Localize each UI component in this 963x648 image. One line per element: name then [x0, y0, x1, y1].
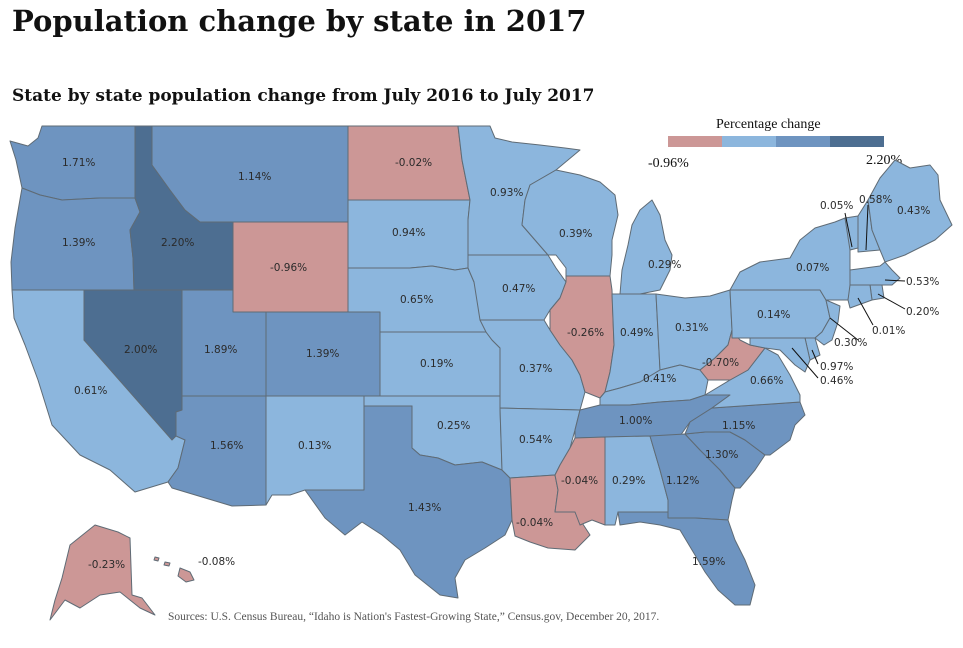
callout-nj — [829, 317, 859, 341]
label-me: 0.43% — [897, 205, 930, 217]
state-new-jersey[interactable] — [814, 299, 841, 346]
label-nc: 1.15% — [722, 420, 755, 432]
callout-de — [811, 349, 819, 365]
label-co: 1.39% — [306, 348, 339, 360]
label-ok: 0.25% — [437, 420, 470, 432]
legend-bin-negative — [668, 136, 722, 147]
label-wv: -0.70% — [702, 357, 739, 369]
label-ga: 1.12% — [666, 475, 699, 487]
state-texas[interactable] — [304, 405, 513, 599]
label-sd: 0.94% — [392, 227, 425, 239]
callout-vt — [844, 212, 853, 248]
label-nd: -0.02% — [395, 157, 432, 169]
label-ut: 1.89% — [204, 344, 237, 356]
label-ne: 0.65% — [400, 294, 433, 306]
label-de: 0.97% — [820, 361, 853, 373]
callout-lines — [791, 204, 906, 379]
state-north-carolina[interactable] — [684, 401, 806, 456]
label-id: 2.20% — [161, 237, 194, 249]
state-labels: 1.71% 1.39% 0.61% 2.20% 2.00% 1.14% -0.9… — [62, 157, 939, 571]
states — [9, 125, 953, 621]
label-nm: 0.13% — [298, 440, 331, 452]
label-tn: 1.00% — [619, 415, 652, 427]
label-in: 0.49% — [620, 327, 653, 339]
label-mi: 0.29% — [648, 259, 681, 271]
callout-nh — [865, 204, 869, 251]
label-ct: 0.01% — [872, 325, 905, 337]
label-sc: 1.30% — [705, 449, 738, 461]
label-nh: 0.58% — [859, 194, 892, 206]
state-michigan[interactable] — [619, 199, 673, 295]
callout-ma — [884, 279, 906, 282]
label-il: -0.26% — [567, 327, 604, 339]
callout-ct — [857, 297, 874, 326]
label-ak: -0.23% — [88, 559, 125, 571]
legend-bin-high — [830, 136, 884, 147]
label-ca: 0.61% — [74, 385, 107, 397]
chart-title: Population change by state in 2017 — [12, 4, 587, 38]
label-tx: 1.43% — [408, 502, 441, 514]
label-ia: 0.47% — [502, 283, 535, 295]
callout-md — [791, 347, 819, 379]
label-hi: -0.08% — [198, 556, 235, 568]
label-mt: 1.14% — [238, 171, 271, 183]
label-pa: 0.14% — [757, 309, 790, 321]
state-connecticut[interactable] — [847, 284, 873, 309]
label-ma: 0.53% — [906, 276, 939, 288]
label-al: 0.29% — [612, 475, 645, 487]
label-ar: 0.54% — [519, 434, 552, 446]
label-fl: 1.59% — [692, 556, 725, 568]
state-massachusetts[interactable] — [849, 261, 901, 286]
label-va: 0.66% — [750, 375, 783, 387]
label-mo: 0.37% — [519, 363, 552, 375]
state-new-york[interactable] — [729, 217, 851, 301]
legend-bin-low — [722, 136, 776, 147]
source-note: Sources: U.S. Census Bureau, “Idaho is N… — [168, 611, 660, 623]
state-florida[interactable] — [617, 511, 756, 606]
label-la: -0.04% — [516, 517, 553, 529]
legend: Percentage change -0.96% 2.20% — [648, 117, 903, 171]
label-ky: 0.41% — [643, 373, 676, 385]
state-hawaii[interactable] — [153, 556, 195, 583]
state-maine[interactable] — [867, 159, 953, 263]
label-nv: 2.00% — [124, 344, 157, 356]
label-md: 0.46% — [820, 375, 853, 387]
label-ny: 0.07% — [796, 262, 829, 274]
label-ms: -0.04% — [561, 475, 598, 487]
callout-ri — [877, 293, 906, 310]
label-oh: 0.31% — [675, 322, 708, 334]
label-nj: 0.30% — [834, 337, 867, 349]
label-or: 1.39% — [62, 237, 95, 249]
state-maryland[interactable] — [749, 337, 811, 373]
label-ri: 0.20% — [906, 306, 939, 318]
label-wy: -0.96% — [270, 262, 307, 274]
legend-title: Percentage change — [716, 117, 821, 132]
state-alaska[interactable] — [49, 524, 156, 621]
legend-bin-mid — [776, 136, 830, 147]
chart-subtitle: State by state population change from Ju… — [12, 86, 595, 106]
label-wa: 1.71% — [62, 157, 95, 169]
label-mn: 0.93% — [490, 187, 523, 199]
label-az: 1.56% — [210, 440, 243, 452]
legend-min-label: -0.96% — [648, 156, 689, 171]
label-vt: 0.05% — [820, 200, 853, 212]
label-wi: 0.39% — [559, 228, 592, 240]
label-ks: 0.19% — [420, 358, 453, 370]
